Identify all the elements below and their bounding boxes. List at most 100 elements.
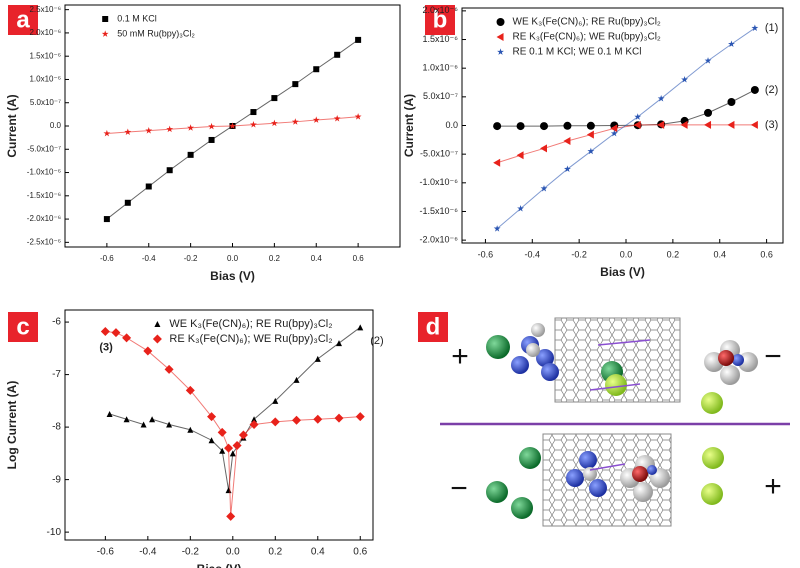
marker (122, 333, 132, 343)
marker (493, 158, 501, 167)
marker (224, 443, 234, 453)
marker (166, 167, 173, 174)
marker (610, 124, 618, 133)
marker (313, 66, 320, 73)
marker (187, 426, 194, 433)
panel-label-box (8, 312, 38, 342)
marker (103, 129, 111, 137)
marker (657, 94, 665, 102)
marker (728, 40, 735, 48)
marker (634, 113, 642, 120)
marker (145, 183, 152, 190)
series-line (106, 39, 359, 220)
y-tick-label: -10 (47, 527, 62, 538)
y-tick-label: -9 (52, 474, 61, 485)
marker (140, 421, 147, 428)
panel-label: a (16, 6, 30, 33)
y-tick-label: -2.5x10⁻⁶ (27, 237, 61, 246)
marker (704, 57, 712, 64)
marker (750, 120, 758, 129)
y-tick-label: -5.0x10⁻⁷ (27, 144, 61, 153)
marker (727, 98, 736, 106)
x-tick-label: 0.0 (620, 249, 633, 259)
series-annotation: (3) (765, 119, 778, 131)
plot-frame (64, 309, 374, 541)
marker (106, 410, 113, 417)
y-tick-label: 1.0x10⁻⁶ (423, 63, 459, 73)
y-tick-label: 0.0 (50, 121, 62, 130)
marker (229, 122, 236, 129)
marker (334, 413, 344, 423)
x-axis-title: Bias (V) (210, 269, 255, 283)
marker (517, 205, 525, 212)
y-tick-label: -1.5x10⁻⁶ (27, 191, 61, 200)
panel-label: c (16, 313, 29, 340)
y-tick-label: -2.0x10⁻⁶ (420, 235, 459, 245)
diagram-panel: d + − − + (418, 312, 790, 527)
legend-marker (497, 48, 504, 55)
marker (564, 165, 571, 172)
marker (751, 24, 759, 31)
legend-marker (496, 33, 504, 41)
series-annotation: (1) (765, 22, 778, 34)
marker (187, 124, 195, 131)
marker (633, 120, 641, 129)
marker (124, 199, 131, 206)
series-annotation: (2) (765, 84, 778, 96)
y-tick-label: 1.0x10⁻⁶ (29, 75, 61, 84)
marker (750, 85, 759, 94)
marker (293, 376, 300, 383)
marker (680, 120, 688, 129)
marker (563, 121, 572, 130)
marker (493, 122, 502, 131)
marker (271, 95, 278, 102)
panel-label: b (433, 6, 448, 33)
marker (312, 116, 320, 123)
marker (100, 327, 110, 337)
x-tick-label: 0.6 (353, 254, 365, 263)
marker (251, 416, 258, 423)
legend-label: RE K₃(Fe(CN)₆); WE Ru(bpy)₃Cl₂ (169, 333, 332, 345)
marker (232, 440, 242, 450)
marker (355, 412, 365, 422)
marker (586, 130, 594, 139)
y-tick-label: -1.0x10⁻⁶ (420, 177, 459, 187)
marker (208, 136, 215, 143)
marker (250, 121, 257, 128)
marker (354, 113, 362, 120)
marker (166, 125, 174, 133)
marker (291, 118, 299, 125)
x-tick-label: 0.2 (268, 547, 282, 558)
sign: + (764, 470, 782, 503)
legend-marker (102, 16, 109, 22)
marker (145, 127, 153, 134)
x-tick-label: -0.2 (184, 254, 198, 263)
x-tick-label: -0.4 (525, 249, 541, 259)
marker (681, 76, 689, 83)
arrow (589, 339, 651, 471)
panel-label-box (8, 5, 38, 35)
y-tick-label: -1.0x10⁻⁶ (27, 168, 61, 177)
marker (314, 355, 321, 362)
panel-label-box (418, 312, 448, 342)
y-tick-label: 2.0x10⁻⁶ (423, 5, 459, 15)
marker (208, 437, 215, 444)
marker (123, 416, 130, 423)
spheres (486, 335, 724, 519)
y-tick-label: -2.0x10⁻⁶ (27, 214, 61, 223)
marker (272, 397, 279, 404)
y-tick-label: -8 (52, 422, 61, 433)
legend-marker (152, 334, 162, 344)
y-axis-title: Log Current (A) (5, 381, 19, 470)
x-tick-label: -0.6 (97, 547, 115, 558)
x-tick-label: -0.6 (478, 249, 494, 259)
marker (103, 216, 110, 223)
marker (704, 120, 712, 129)
x-axis-title: Bias (V) (600, 265, 645, 279)
panel-label: d (426, 313, 441, 340)
x-tick-label: 0.4 (311, 547, 325, 558)
series-line (496, 124, 755, 164)
legend-marker (496, 18, 505, 26)
legend-label: 50 mM Ru(bpy)₃Cl₂ (117, 28, 195, 38)
